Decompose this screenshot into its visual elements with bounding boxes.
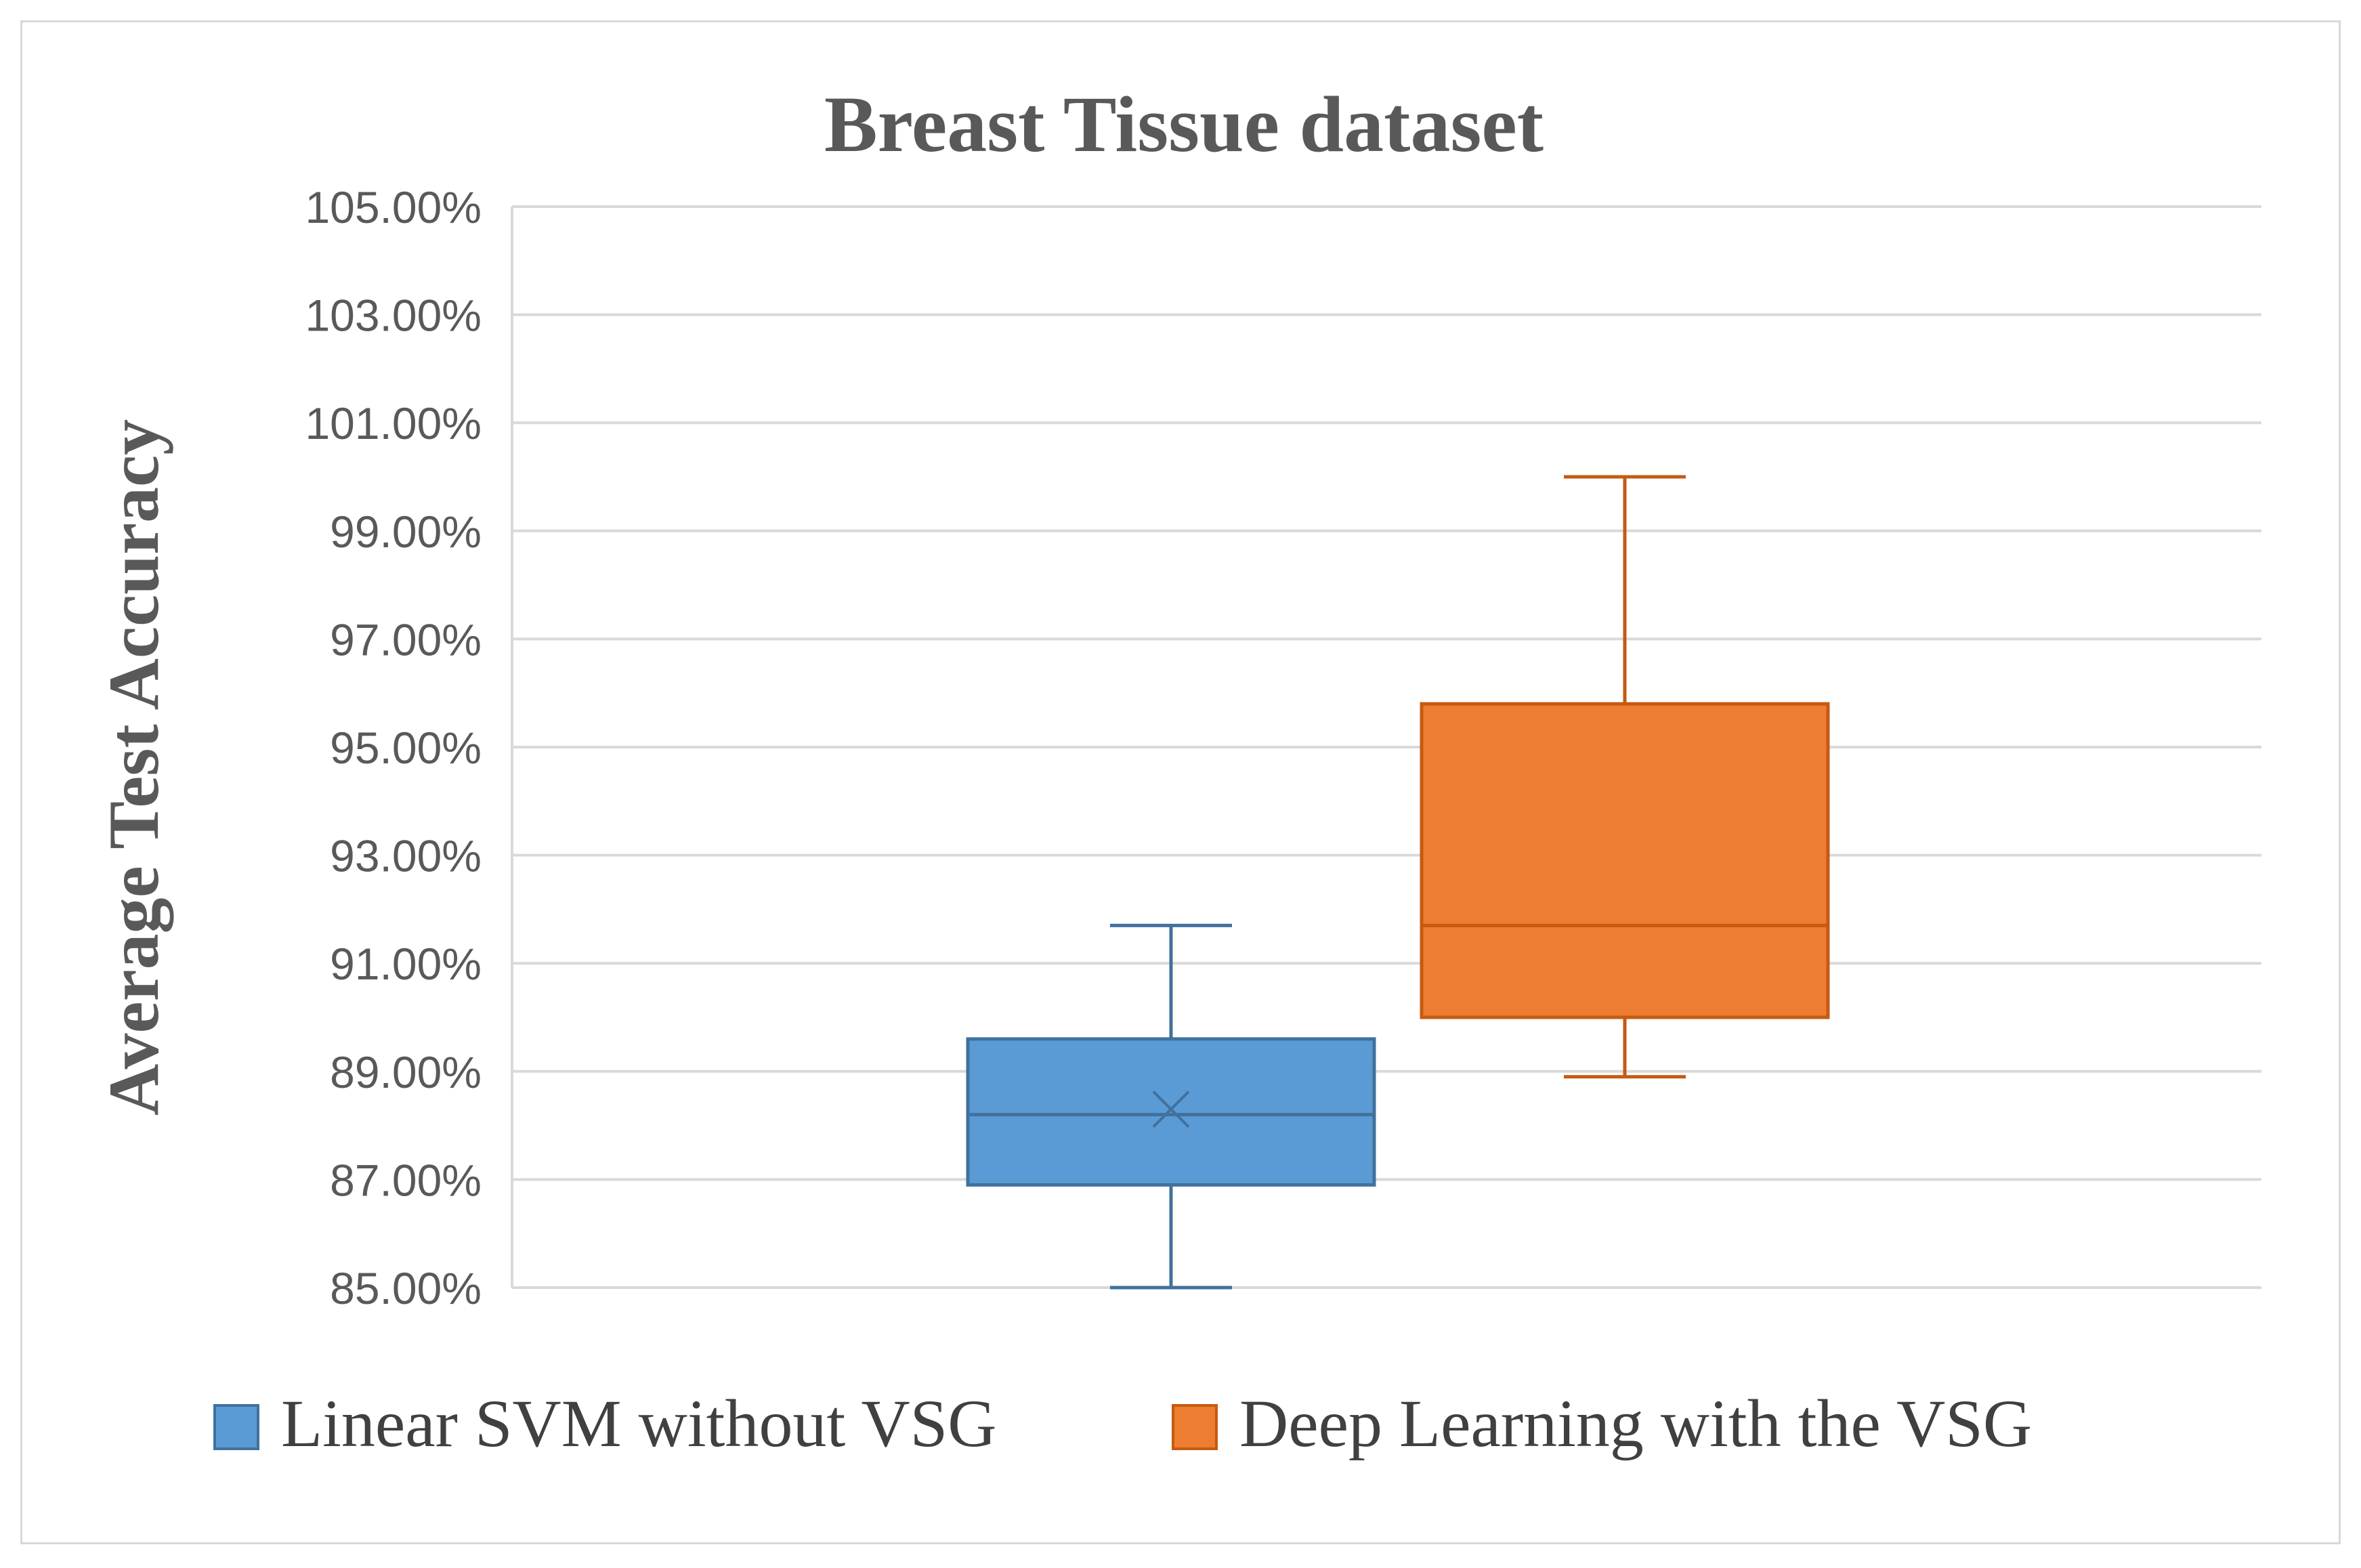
- legend: Linear SVM without VSG Deep Learning with…: [213, 1386, 2032, 1461]
- mean-marker: [1152, 1090, 1190, 1128]
- y-tick-label: 91.00%: [330, 939, 482, 989]
- y-axis-ticks: 105.00% 103.00% 101.00% 99.00% 97.00% 95.00% 9…: [305, 182, 482, 1313]
- y-tick-label: 97.00%: [330, 614, 482, 664]
- box-2: [1420, 475, 1830, 1079]
- legend-swatch: [1172, 1404, 1218, 1450]
- iqr-box: [1420, 702, 1830, 1019]
- y-tick-label: 95.00%: [330, 723, 482, 773]
- legend-label: Deep Learning with the VSG: [1239, 1386, 2032, 1461]
- y-tick-label: 89.00%: [330, 1047, 482, 1097]
- box-plot-chart: Breast Tissue dataset 105.00% 103.00% 101.…: [94, 80, 2261, 1461]
- legend-label: Linear SVM without VSG: [281, 1386, 997, 1461]
- chart-frame: Breast Tissue dataset 105.00% 103.00% 101.…: [20, 20, 2341, 1544]
- y-tick-label: 103.00%: [305, 291, 482, 341]
- y-tick-label: 93.00%: [330, 831, 482, 881]
- boxes: [966, 475, 1830, 1290]
- y-tick-label: 101.00%: [305, 398, 482, 448]
- y-tick-label: 105.00%: [305, 182, 482, 232]
- y-tick-label: 87.00%: [330, 1155, 482, 1205]
- iqr-box: [966, 1037, 1376, 1187]
- box-1: [966, 923, 1376, 1290]
- y-axis-label: Average Test Accuracy: [94, 419, 173, 1116]
- legend-swatch: [213, 1404, 259, 1450]
- y-tick-label: 85.00%: [330, 1263, 482, 1313]
- chart-title: Breast Tissue dataset: [824, 80, 1544, 169]
- gridlines: [511, 205, 2261, 1289]
- y-tick-label: 99.00%: [330, 507, 482, 557]
